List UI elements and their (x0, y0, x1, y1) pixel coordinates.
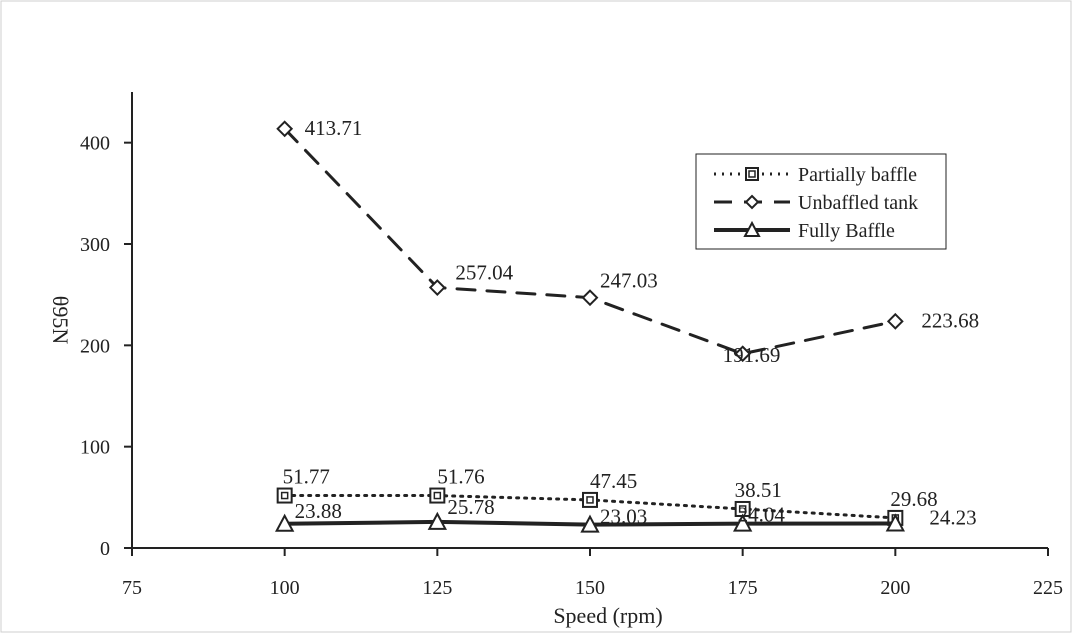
x-tick-label: 125 (422, 577, 452, 599)
y-tick-label: 400 (80, 133, 110, 155)
series-marker-0-inner (738, 505, 747, 513)
data-label: 413.71 (305, 116, 363, 140)
series-marker-1 (428, 279, 446, 296)
data-label: 25.78 (447, 495, 494, 519)
data-label: 38.51 (735, 478, 782, 502)
legend-marker-0-inner (748, 170, 756, 178)
x-tick-label: 150 (575, 577, 605, 599)
data-label: 23.03 (600, 505, 647, 529)
legend-items: Partially baffle Unbaffled tank Fully Baff… (714, 164, 918, 242)
data-label: 23.88 (295, 499, 342, 523)
x-tick-label: 75 (122, 577, 142, 599)
data-label: 29.68 (890, 487, 937, 511)
series-marker-2 (580, 514, 600, 533)
data-label: 247.03 (600, 269, 658, 293)
x-tick-label: 100 (270, 577, 300, 599)
x-axis-title: Speed (rpm) (553, 603, 662, 628)
data-label: 191.69 (723, 343, 781, 367)
series-marker-2 (274, 513, 295, 532)
data-label: 24.23 (929, 505, 976, 529)
legend-label: Partially baffle (798, 164, 917, 186)
data-label: 223.68 (921, 308, 979, 332)
data-label: 51.77 (283, 465, 330, 489)
x-tick-label: 200 (880, 577, 910, 599)
data-label: 257.04 (455, 261, 513, 285)
series-marker-2 (885, 513, 905, 532)
series-group (274, 120, 905, 533)
series-marker-2 (733, 513, 753, 532)
legend-box (695, 153, 947, 250)
y-tick-label: 100 (80, 437, 110, 459)
legend: Partially baffle Unbaffled tank Fully Baff… (695, 153, 947, 250)
series-marker-0-inner (433, 491, 442, 500)
legend-marker-1 (744, 194, 760, 210)
series-marker-1 (276, 120, 294, 138)
legend-label: Fully Baffle (798, 220, 895, 242)
y-axis-title: θ95N (48, 296, 73, 345)
x-tick-label: 225 (1033, 577, 1063, 599)
y-tick-label: 300 (80, 234, 110, 256)
x-tick-label: 175 (728, 577, 758, 599)
series-marker-1 (734, 345, 752, 363)
y-ticks: 0 100 200 300 400 (80, 133, 132, 560)
data-label: 47.45 (590, 469, 637, 493)
series-marker-0-inner (586, 496, 594, 504)
legend-label: Unbaffled tank (798, 192, 918, 214)
series-marker-1 (886, 312, 904, 330)
legend-marker-2 (743, 220, 761, 237)
series-marker-1 (581, 289, 599, 307)
series-marker-2 (427, 511, 448, 530)
x-ticks: 75 100 125 150 175 200 225 (122, 548, 1063, 599)
data-labels: 51.77 51.76 47.45 38.51 29.68 413.71 257.04 247… (283, 116, 979, 530)
y-tick-label: 200 (80, 335, 110, 357)
data-label: 24.04 (738, 503, 786, 527)
y-tick-label: 0 (100, 538, 110, 560)
data-label: 51.76 (437, 465, 484, 489)
series-marker-0-inner (280, 491, 289, 500)
